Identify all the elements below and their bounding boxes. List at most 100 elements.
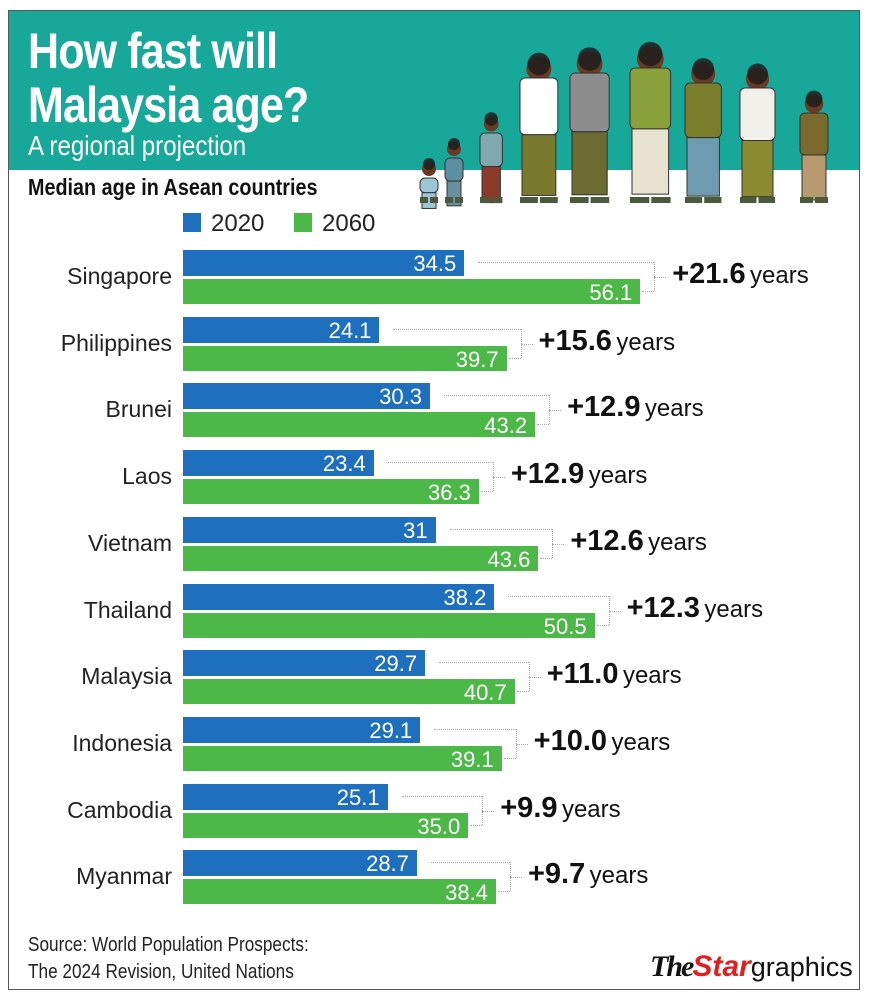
difference-value: +21.6: [672, 258, 746, 290]
bar-2060: [183, 479, 479, 505]
bracket-pointer: [482, 810, 495, 812]
value-label-2020: 30.3: [379, 384, 422, 410]
logo-graphics: graphics: [750, 952, 853, 982]
people-illustration: [419, 41, 829, 209]
bar-2020: [183, 716, 421, 743]
bracket-bottom: [537, 424, 550, 426]
country-label: Brunei: [105, 396, 172, 423]
country-label: Cambodia: [67, 796, 172, 823]
difference-value: +10.0: [533, 724, 608, 757]
difference-value: +12.9: [510, 458, 585, 491]
difference-label: +9.9 years: [500, 792, 620, 825]
bar-2060: [183, 812, 469, 838]
title-line-2: Malaysia age?: [28, 77, 309, 133]
bracket-bottom: [503, 757, 516, 759]
difference-label: +12.3 years: [627, 592, 764, 625]
bracket-pointer: [509, 877, 522, 879]
source-line-1: Source: World Population Prospects:: [28, 934, 309, 956]
bracket-bottom: [508, 357, 521, 359]
bar-2020: [183, 383, 430, 410]
value-label-2020: 25.1: [336, 784, 380, 810]
difference-label: +12.9 years: [567, 391, 704, 424]
country-label: Myanmar: [76, 863, 172, 890]
bracket-side: [509, 862, 511, 892]
bracket-pointer: [549, 410, 562, 412]
bracket-bottom: [516, 691, 529, 693]
value-label-2060: 36.3: [428, 480, 471, 506]
value-label-2020: 34.5: [413, 251, 457, 276]
bar-2020: [183, 583, 495, 610]
bracket-side: [654, 262, 656, 291]
legend-swatch-2020: [183, 213, 201, 232]
bracket-bottom: [497, 891, 510, 893]
value-label-2020: 23.4: [322, 451, 366, 477]
bracket-pointer: [654, 277, 667, 278]
difference-value: +9.7: [527, 858, 586, 891]
difference-label: +10.0 years: [534, 725, 671, 758]
bracket-side: [482, 795, 484, 825]
bracket-side: [520, 328, 522, 358]
bracket-top: [508, 595, 609, 597]
difference-value: +11.0: [546, 658, 619, 691]
bracket-bottom: [596, 624, 609, 626]
difference-label: +12.9 years: [511, 458, 648, 491]
value-label-2020: 28.7: [366, 851, 409, 877]
person-figure: [479, 112, 503, 204]
country-label: Vietnam: [88, 529, 172, 556]
bracket-top: [393, 328, 521, 330]
value-label-2020: 24.1: [328, 317, 372, 343]
value-label-2060: 56.1: [589, 280, 633, 305]
bracket-top: [443, 395, 550, 397]
legend-label-2060: 2060: [322, 210, 376, 237]
value-label-2020: 31: [403, 517, 428, 543]
legend-swatch-2060: [294, 213, 312, 232]
difference-label: +15.6 years: [539, 325, 676, 358]
country-label: Laos: [122, 463, 172, 490]
difference-unit: years: [750, 262, 809, 289]
value-label-2060: 39.7: [455, 346, 499, 372]
bracket-pointer: [552, 543, 565, 545]
difference-unit: years: [616, 328, 676, 356]
person-figure: [519, 52, 559, 203]
bracket-bottom: [642, 291, 655, 292]
difference-unit: years: [589, 862, 649, 890]
title-line-1: How fast will: [28, 23, 278, 79]
difference-unit: years: [704, 595, 764, 623]
difference-value: +15.6: [538, 324, 612, 357]
chart-title: Median age in Asean countries: [28, 174, 318, 200]
country-label: Singapore: [67, 263, 172, 289]
person-figure: [684, 58, 722, 203]
bracket-side: [552, 528, 554, 558]
bracket-pointer: [520, 343, 533, 345]
country-label: Thailand: [83, 596, 172, 623]
difference-value: +12.6: [570, 524, 644, 557]
country-label: Philippines: [60, 329, 172, 356]
difference-unit: years: [648, 528, 707, 556]
value-label-2060: 35.0: [417, 813, 461, 839]
bar-2060: [183, 745, 502, 771]
value-label-2020: 29.7: [374, 651, 418, 677]
bar-2060: [183, 879, 496, 905]
value-label-2060: 43.2: [484, 413, 528, 439]
bracket-side: [528, 662, 530, 692]
difference-unit: years: [622, 662, 682, 690]
value-label-2020: 38.2: [443, 584, 487, 610]
person-figure: [739, 63, 776, 203]
difference-unit: years: [561, 795, 621, 823]
bracket-bottom: [470, 824, 483, 826]
bracket-pointer: [492, 477, 505, 479]
the-star-graphics-logo: TheStargraphics: [650, 950, 853, 984]
source-line-2: The 2024 Revision, United Nations: [28, 961, 294, 983]
value-label-2060: 38.4: [445, 880, 488, 906]
bracket-side: [608, 595, 610, 625]
person-figure: [444, 138, 464, 207]
difference-value: +12.3: [626, 591, 700, 624]
difference-value: +9.9: [500, 791, 558, 824]
logo-the: The: [650, 950, 694, 983]
value-label-2060: 39.1: [450, 746, 494, 772]
difference-unit: years: [588, 462, 648, 490]
bracket-side: [515, 728, 517, 758]
bar-2020: [183, 316, 380, 343]
bracket-pointer: [528, 677, 541, 679]
bar-2020: [183, 250, 465, 276]
